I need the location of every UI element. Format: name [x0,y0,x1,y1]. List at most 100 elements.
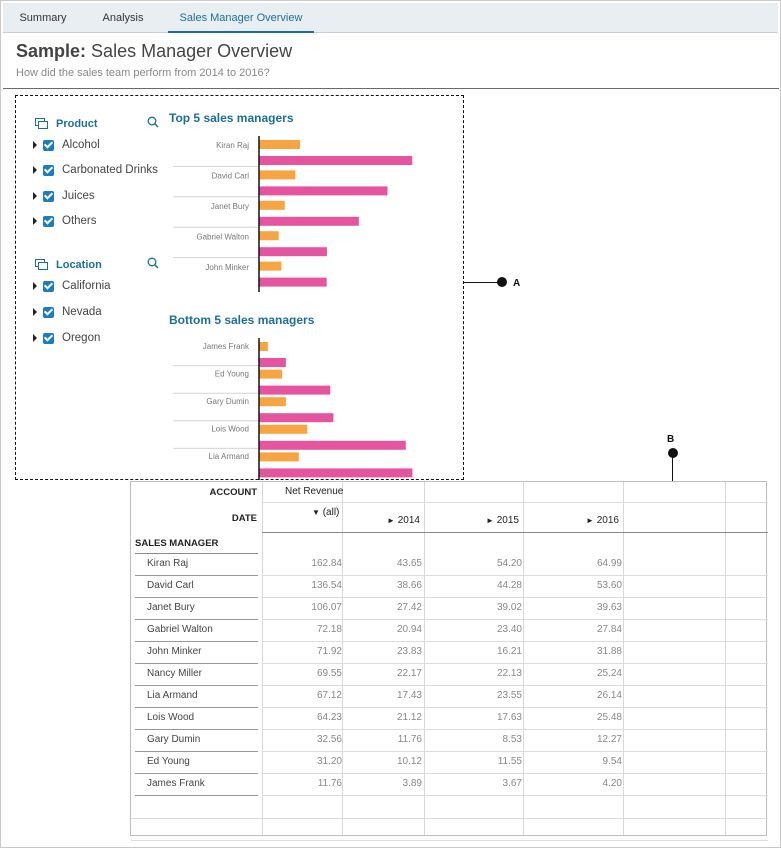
row-divider [262,685,768,686]
value-all: 64.23 [316,712,342,723]
table-row[interactable]: Nancy Miller 69.55 22.17 22.13 25.24 [131,664,768,686]
value-2015: 23.55 [496,690,522,701]
year-2016-header[interactable]: ► 2016 [586,515,619,526]
table-row[interactable]: Lois Wood 64.23 21.12 17.63 25.48 [131,708,768,730]
column-divider [424,482,425,835]
callout-b-line [672,456,673,481]
bar [259,369,283,379]
date-header: DATE [231,513,257,524]
checkbox-checked-icon[interactable] [43,215,54,227]
value-all: 11.76 [317,778,342,789]
product-search-icon[interactable] [147,116,159,128]
row-divider [135,597,258,598]
value-2015: 39.02 [496,602,522,613]
sales-manager-name: Janet Bury [147,602,195,613]
category-label: James Frank [203,342,250,351]
tab-sales-manager-overview[interactable]: Sales Manager Overview [168,3,314,33]
product-filter-item[interactable]: Carbonated Drinks [33,162,158,178]
table-row[interactable]: Gabriel Walton 72.18 20.94 23.40 27.84 [131,620,768,642]
bar [259,385,331,395]
category-label: Kiran Raj [216,141,249,150]
tab-summary[interactable]: Summary [19,12,67,24]
table-row[interactable]: Ed Young 31.20 10.12 11.55 9.54 [131,752,768,774]
location-filter-item[interactable]: Oregon [33,330,100,346]
bar [259,413,334,423]
row-divider [262,773,768,774]
table-row[interactable]: Lia Armand 67.12 17.43 23.55 26.14 [131,686,768,708]
value-all: 106.07 [311,602,342,613]
checkbox-checked-icon[interactable] [43,280,54,292]
row-divider [262,597,768,598]
year-2014-label: 2014 [397,515,420,526]
sales-manager-name: Lia Armand [147,690,198,701]
value-2015: 16.21 [496,646,522,657]
expand-arrow-icon[interactable] [33,308,37,316]
value-2014: 38.66 [396,580,422,591]
year-2014-header[interactable]: ► 2014 [387,515,420,526]
value-2014: 3.89 [402,778,422,789]
product-filter-label: Alcohol [62,139,100,151]
expand-arrow-icon[interactable] [33,192,37,200]
table-row[interactable]: David Carl 136.54 38.66 44.28 53.60 [131,576,768,598]
value-2015: 22.13 [496,668,522,679]
product-filter-item[interactable]: Alcohol [33,137,100,153]
category-label: Lois Wood [211,425,249,434]
tab-analysis[interactable]: Analysis [102,12,144,24]
bottom5-bar-chart: James Frank Ed Young Gary Dumin Lois Wood Li… [173,338,413,480]
row-divider [262,641,768,642]
table-row[interactable]: Gary Dumin 32.56 11.76 8.53 12.27 [131,730,768,752]
year-2015-header[interactable]: ► 2015 [486,515,519,526]
expand-arrow-icon[interactable] [33,166,37,174]
table-row[interactable]: Kiran Raj 162.84 43.65 54.20 64.99 [131,554,768,576]
header-divider [3,88,779,89]
sales-manager-name: David Carl [147,580,194,591]
value-2016: 25.24 [596,668,622,679]
expand-arrow-icon[interactable]: ► [486,516,494,525]
checkbox-checked-icon[interactable] [43,139,54,151]
row-divider [135,707,258,708]
expand-arrow-icon[interactable] [33,282,37,290]
year-2015-label: 2015 [496,515,519,526]
table-row[interactable]: John Minker 71.92 23.83 16.21 31.88 [131,642,768,664]
expand-arrow-icon[interactable]: ► [387,516,395,525]
column-divider [262,482,263,835]
expand-arrow-icon[interactable] [33,217,37,225]
year-2016-label: 2016 [596,515,619,526]
value-2015: 17.63 [496,712,522,723]
expand-arrow-icon[interactable]: ► [586,516,594,525]
table-row[interactable]: Janet Bury 106.07 27.42 39.02 39.63 [131,598,768,620]
value-2015: 23.40 [496,624,522,635]
location-search-icon[interactable] [147,257,159,269]
location-filter-item[interactable]: Nevada [33,304,102,320]
location-filter-label: California [62,280,111,292]
checkbox-checked-icon[interactable] [43,306,54,318]
value-2014: 10.12 [396,756,422,767]
product-filter-item[interactable]: Others [33,213,97,229]
sort-desc-icon[interactable]: ▼ [312,508,320,517]
value-all: 72.18 [316,624,342,635]
row-divider [262,751,768,752]
expand-arrow-icon[interactable] [33,141,37,149]
value-all: 31.20 [316,756,342,767]
table-row[interactable]: James Frank 11.76 3.89 3.67 4.20 [131,774,768,796]
category-label: Ed Young [215,369,249,378]
expand-arrow-icon[interactable] [33,334,37,342]
account-value[interactable]: Net Revenue [285,486,344,497]
checkbox-checked-icon[interactable] [43,190,54,202]
bar [259,452,299,462]
callout-a-line [464,282,501,283]
location-filter-title: Location [56,259,102,271]
checkbox-checked-icon[interactable] [43,332,54,344]
value-2014: 20.94 [396,624,422,635]
bar [259,140,301,149]
callout-b-label: B [667,434,675,445]
product-filter-item[interactable]: Juices [33,188,95,204]
checkbox-checked-icon[interactable] [43,164,54,176]
filter-list-icon [35,259,48,270]
value-2015: 54.20 [496,558,522,569]
location-filter-item[interactable]: California [33,278,111,294]
sales-manager-name: John Minker [147,646,202,657]
sales-manager-name: Kiran Raj [147,558,189,569]
product-filter-label: Others [62,215,97,227]
date-all-selector[interactable]: ▼ (all) [312,507,339,518]
